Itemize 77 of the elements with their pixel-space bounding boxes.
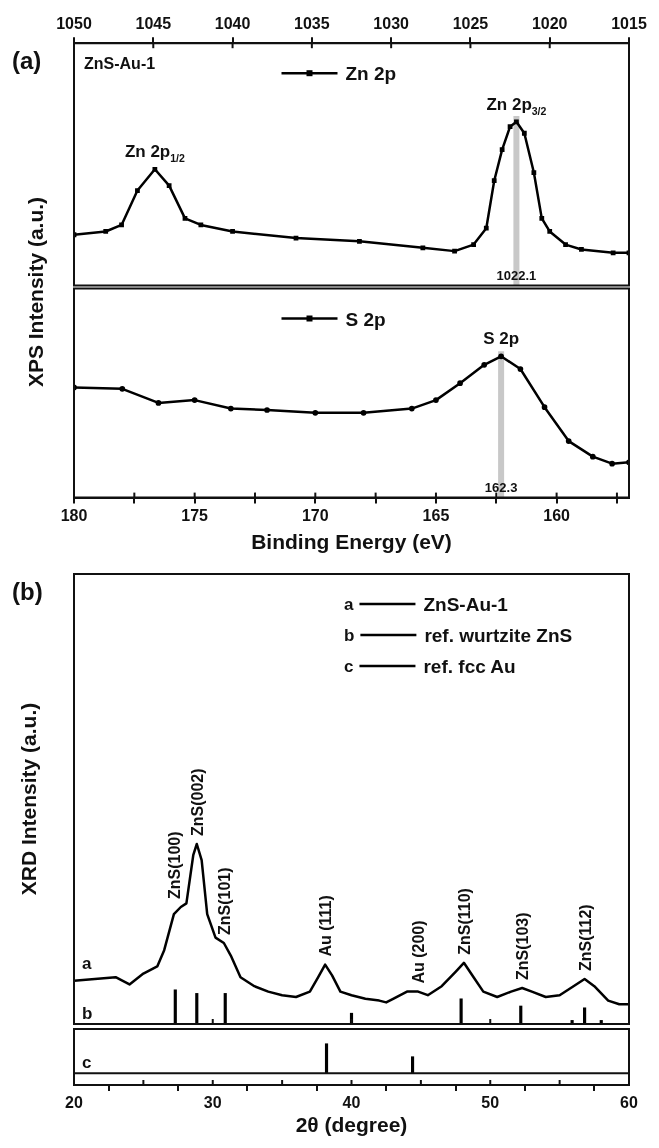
point bbox=[547, 229, 553, 234]
point bbox=[293, 235, 299, 241]
x-tick-label: 1030 bbox=[373, 15, 410, 33]
x-tick-label: 175 bbox=[181, 506, 209, 524]
x-tick-label: 1025 bbox=[452, 15, 489, 33]
text: a bbox=[344, 595, 354, 614]
annotation: ZnS(112) bbox=[576, 904, 594, 971]
x-tick-label: 160 bbox=[543, 506, 571, 524]
x-tick-label: 1035 bbox=[294, 15, 330, 33]
x-tick-label: 1020 bbox=[531, 15, 568, 33]
annotation: ZnS(002) bbox=[188, 768, 206, 836]
point bbox=[539, 216, 545, 221]
text: ZnS-Au-1 bbox=[84, 55, 156, 73]
chart-title: (b) bbox=[12, 578, 43, 605]
y-axis-title: XRD Intensity (a.u.) bbox=[17, 702, 40, 896]
point bbox=[491, 178, 497, 184]
point bbox=[507, 124, 513, 130]
ref-line-label: 162.3 bbox=[484, 479, 518, 495]
annotation: ZnS(101) bbox=[215, 867, 233, 935]
bar bbox=[583, 1007, 587, 1024]
annotation: c bbox=[82, 1053, 92, 1073]
legend-label: ref. fcc Au bbox=[423, 656, 516, 677]
text: c bbox=[344, 657, 354, 676]
legend-label: Zn 2p bbox=[345, 63, 397, 85]
annotation: ZnS(103) bbox=[514, 912, 532, 980]
x-axis-title: 2θ (degree) bbox=[295, 1113, 408, 1137]
x-tick-label: 40 bbox=[342, 1094, 361, 1112]
point bbox=[230, 229, 235, 234]
annotation: b bbox=[82, 1004, 93, 1023]
legend-label: ref. wurtzite ZnS bbox=[424, 625, 573, 646]
x-tick-label: 1015 bbox=[611, 15, 647, 33]
point bbox=[119, 222, 124, 228]
point bbox=[471, 242, 476, 247]
annotation: Au (111) bbox=[317, 895, 335, 957]
x-tick-label: 165 bbox=[422, 506, 450, 524]
point bbox=[579, 247, 584, 252]
point bbox=[483, 225, 489, 231]
x-tick-label: 50 bbox=[481, 1094, 500, 1112]
point bbox=[420, 245, 426, 251]
point bbox=[531, 170, 537, 175]
annotation: ZnS(100) bbox=[165, 831, 183, 899]
point bbox=[563, 242, 568, 247]
annotation: S 2p bbox=[483, 329, 520, 349]
chart-title: (a) bbox=[12, 47, 42, 75]
x-tick-label: 30 bbox=[203, 1094, 222, 1112]
point bbox=[103, 229, 109, 234]
bar bbox=[173, 989, 177, 1024]
bar bbox=[223, 993, 227, 1024]
annotation: Au (200) bbox=[410, 920, 428, 984]
x-tick-label: 1045 bbox=[135, 15, 172, 33]
x-axis-title: Binding Energy (eV) bbox=[251, 530, 452, 554]
annotation: ZnS(110) bbox=[455, 888, 473, 955]
point bbox=[152, 166, 158, 172]
x-tick-label: 170 bbox=[301, 506, 329, 524]
x-tick-label: 1050 bbox=[56, 15, 92, 33]
annotation: a bbox=[82, 953, 92, 973]
y-axis-title: XPS Intensity (a.u.) bbox=[24, 196, 48, 388]
point bbox=[514, 119, 519, 125]
point bbox=[357, 238, 362, 244]
point bbox=[166, 183, 172, 189]
legend-label: ZnS-Au-1 bbox=[423, 594, 509, 615]
x-tick-label: 180 bbox=[60, 506, 88, 524]
legend-label: S 2p bbox=[345, 308, 386, 330]
x-tick-label: 20 bbox=[65, 1094, 83, 1112]
point bbox=[182, 216, 188, 221]
bar bbox=[195, 993, 199, 1024]
ref-line-label: 1022.1 bbox=[496, 267, 537, 283]
x-tick-label: 60 bbox=[620, 1094, 638, 1112]
point bbox=[135, 188, 140, 193]
point bbox=[499, 147, 505, 152]
point bbox=[521, 130, 527, 136]
text: b bbox=[344, 626, 355, 645]
point bbox=[610, 250, 616, 256]
x-tick-label: 1040 bbox=[214, 15, 251, 33]
point bbox=[198, 222, 204, 228]
bar bbox=[459, 998, 463, 1024]
point bbox=[452, 248, 457, 254]
